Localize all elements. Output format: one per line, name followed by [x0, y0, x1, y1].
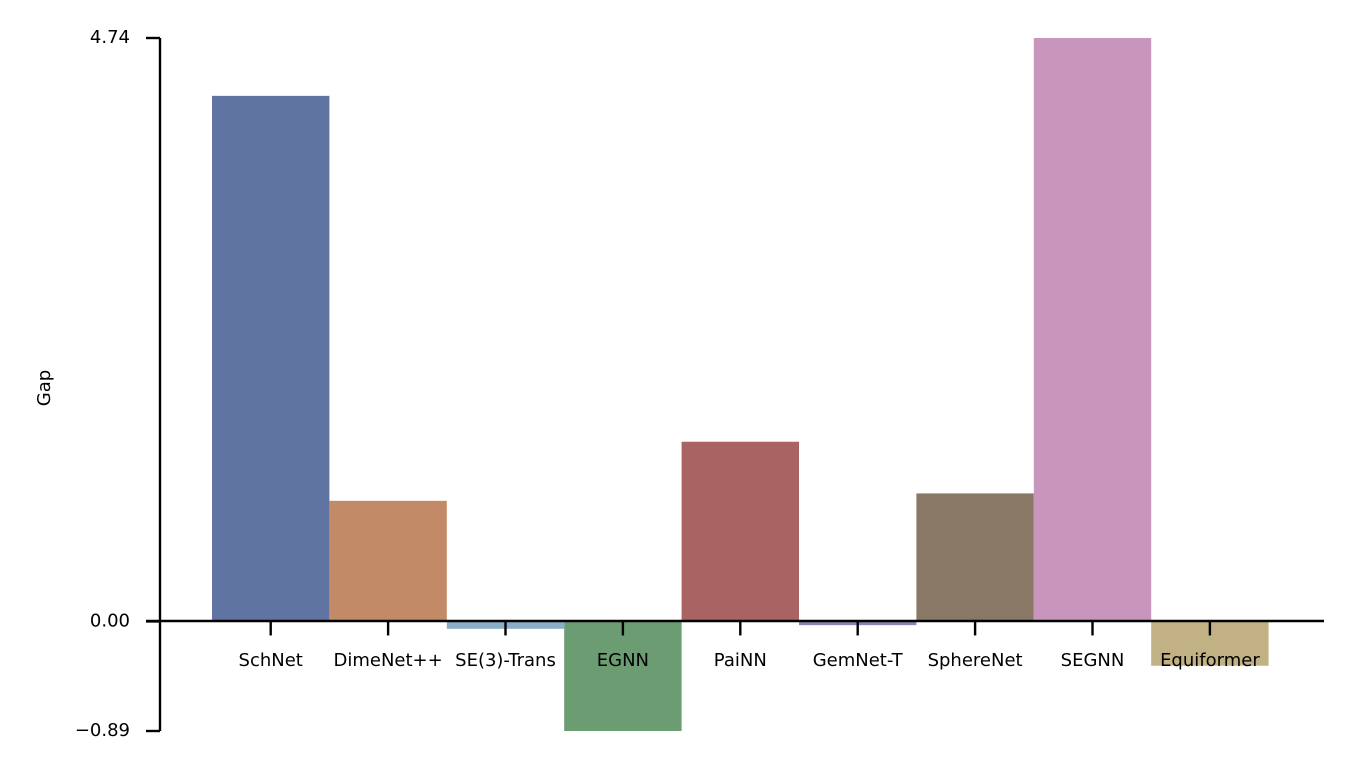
bar-egnn	[564, 621, 682, 731]
bar-spherenet	[916, 493, 1034, 622]
bar-schnet	[212, 95, 330, 622]
x-tick-label: SchNet	[239, 650, 303, 671]
x-tick-label: DimeNet++	[333, 650, 442, 671]
x-tick-label: GemNet-T	[813, 650, 904, 671]
bar-painn	[681, 441, 799, 622]
y-tick-label: 0.00	[90, 610, 130, 631]
y-axis-label: Gap	[34, 370, 55, 406]
bar-dimenet	[329, 500, 447, 622]
x-tick-label: SE(3)-Trans	[455, 650, 556, 671]
y-tick-label: 4.74	[90, 27, 130, 48]
x-tick-label: SphereNet	[928, 650, 1023, 671]
y-tick-label: −0.89	[75, 720, 130, 741]
bar-segnn	[1033, 38, 1152, 622]
x-tick-label: EGNN	[597, 650, 649, 671]
y-ticks-group: 4.74 0.00 −0.89	[75, 27, 160, 741]
x-tick-label: PaiNN	[714, 650, 767, 671]
x-ticks-group: SchNet DimeNet++ SE(3)-Trans EGNN PaiNN GemNe…	[239, 621, 1260, 671]
x-tick-label: SEGNN	[1061, 650, 1125, 671]
x-tick-label: Equiformer	[1160, 650, 1260, 671]
